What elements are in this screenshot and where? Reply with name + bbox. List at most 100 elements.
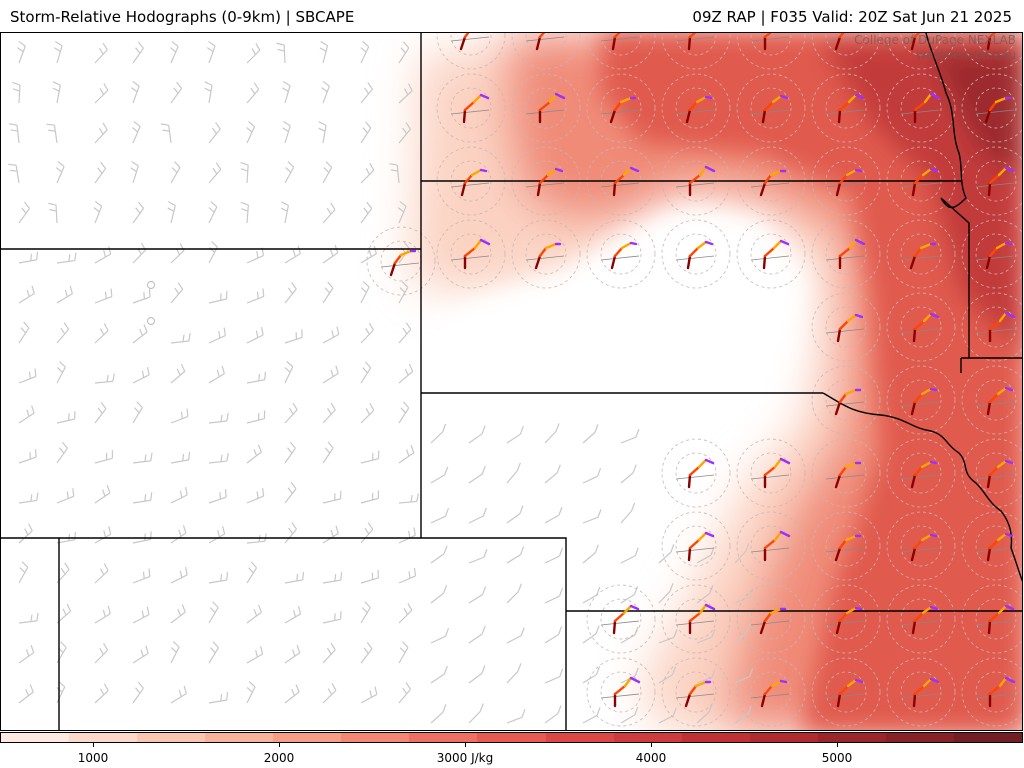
hodograph-ring — [736, 584, 806, 654]
wind-barb — [322, 161, 333, 184]
wind-barb — [696, 585, 714, 604]
wind-barb — [170, 685, 187, 704]
hodograph — [760, 679, 788, 708]
wind-barb — [398, 401, 410, 424]
hodograph — [685, 95, 713, 124]
hodograph-ring — [886, 219, 956, 289]
hodograph — [986, 386, 1014, 416]
colorbar-label: 2000 — [263, 751, 295, 765]
wind-barb — [582, 424, 599, 444]
hodograph — [909, 242, 937, 270]
wind-barb — [620, 586, 639, 604]
hodograph-ring — [436, 73, 506, 143]
wind-barb — [398, 445, 415, 464]
wind-barb — [544, 423, 560, 444]
wind-barb — [658, 544, 675, 564]
wind-barb — [282, 80, 291, 104]
wind-barb — [208, 692, 229, 704]
wind-barb — [56, 285, 73, 304]
cape-colorbar — [0, 732, 1023, 743]
wind-barb — [319, 41, 329, 64]
hodograph — [836, 678, 864, 708]
wind-barb — [18, 201, 30, 224]
wind-barb — [620, 464, 637, 484]
hodograph-ring — [961, 365, 1022, 435]
wind-barb — [322, 202, 336, 224]
colorbar-label: 3000 J/kg — [436, 751, 494, 765]
hodograph-ring — [811, 219, 881, 289]
hodograph-ring — [886, 365, 956, 435]
wind-barb — [360, 41, 370, 64]
wind-barb — [734, 543, 750, 564]
wind-barb — [170, 604, 186, 624]
wind-barb — [170, 161, 181, 184]
hodograph-ring — [511, 33, 581, 70]
colorbar-segment — [409, 733, 478, 742]
wind-barb — [55, 160, 65, 184]
wind-barb — [322, 683, 337, 704]
wind-barb — [18, 251, 39, 264]
wind-barb — [398, 281, 409, 304]
wind-barb — [132, 492, 153, 504]
hodograph-ring — [661, 511, 731, 581]
wind-barb — [94, 485, 111, 504]
wind-barb — [131, 120, 141, 144]
hodograph — [984, 96, 1012, 124]
wind-barb — [430, 466, 449, 484]
hodograph-ring — [961, 584, 1022, 654]
wind-barb — [322, 642, 336, 664]
wind-barb — [284, 441, 296, 464]
wind-barb — [696, 628, 716, 644]
wind-barb — [360, 201, 373, 224]
wind-barb — [170, 81, 183, 104]
wind-barb — [94, 401, 107, 424]
colorbar-segment — [477, 733, 546, 742]
wind-barb — [284, 245, 301, 264]
wind-barb — [208, 453, 229, 464]
hodograph — [609, 96, 637, 124]
river-border — [822, 392, 1022, 582]
wind-barb — [360, 281, 370, 304]
wind-barb — [56, 411, 76, 424]
hodograph-ring — [586, 73, 656, 143]
wind-barb — [94, 642, 109, 664]
hodograph-ring — [961, 438, 1022, 508]
wind-barb — [468, 425, 486, 444]
hodograph-ring — [736, 219, 806, 289]
wind-barb — [620, 428, 640, 444]
wind-barb — [208, 489, 227, 504]
wind-barb — [360, 569, 379, 584]
hodograph-ring — [661, 584, 731, 654]
wind-barb — [94, 683, 109, 704]
wind-barb — [94, 246, 112, 264]
wind-barb — [658, 629, 678, 644]
hodograph — [986, 532, 1014, 562]
wind-barb — [430, 508, 450, 524]
hodograph — [834, 33, 845, 51]
wind-barb — [398, 682, 412, 704]
wind-barb — [246, 121, 256, 144]
wind-barb — [284, 161, 295, 184]
map-canvas — [1, 33, 1022, 730]
wind-barb — [130, 160, 139, 184]
hodograph-ring — [961, 219, 1022, 289]
wind-barb — [132, 606, 150, 624]
wind-barb — [284, 402, 298, 424]
colorbar-segment — [273, 733, 342, 742]
colorbar-segment — [341, 733, 410, 742]
wind-barb — [322, 281, 334, 304]
wind-barb — [170, 363, 186, 384]
wind-barb — [132, 289, 151, 304]
colorbar-segment — [1, 733, 70, 742]
wind-barb — [284, 644, 301, 664]
wind-barb — [284, 684, 300, 704]
wind-barb — [18, 492, 39, 504]
wind-barb — [170, 451, 191, 464]
wind-barb — [246, 247, 264, 264]
wind-barb — [170, 566, 188, 584]
wind-barb — [169, 40, 179, 64]
wind-barb — [284, 522, 297, 544]
hodograph — [460, 168, 488, 197]
wind-barb — [360, 82, 373, 104]
hodograph-ring — [511, 219, 581, 289]
